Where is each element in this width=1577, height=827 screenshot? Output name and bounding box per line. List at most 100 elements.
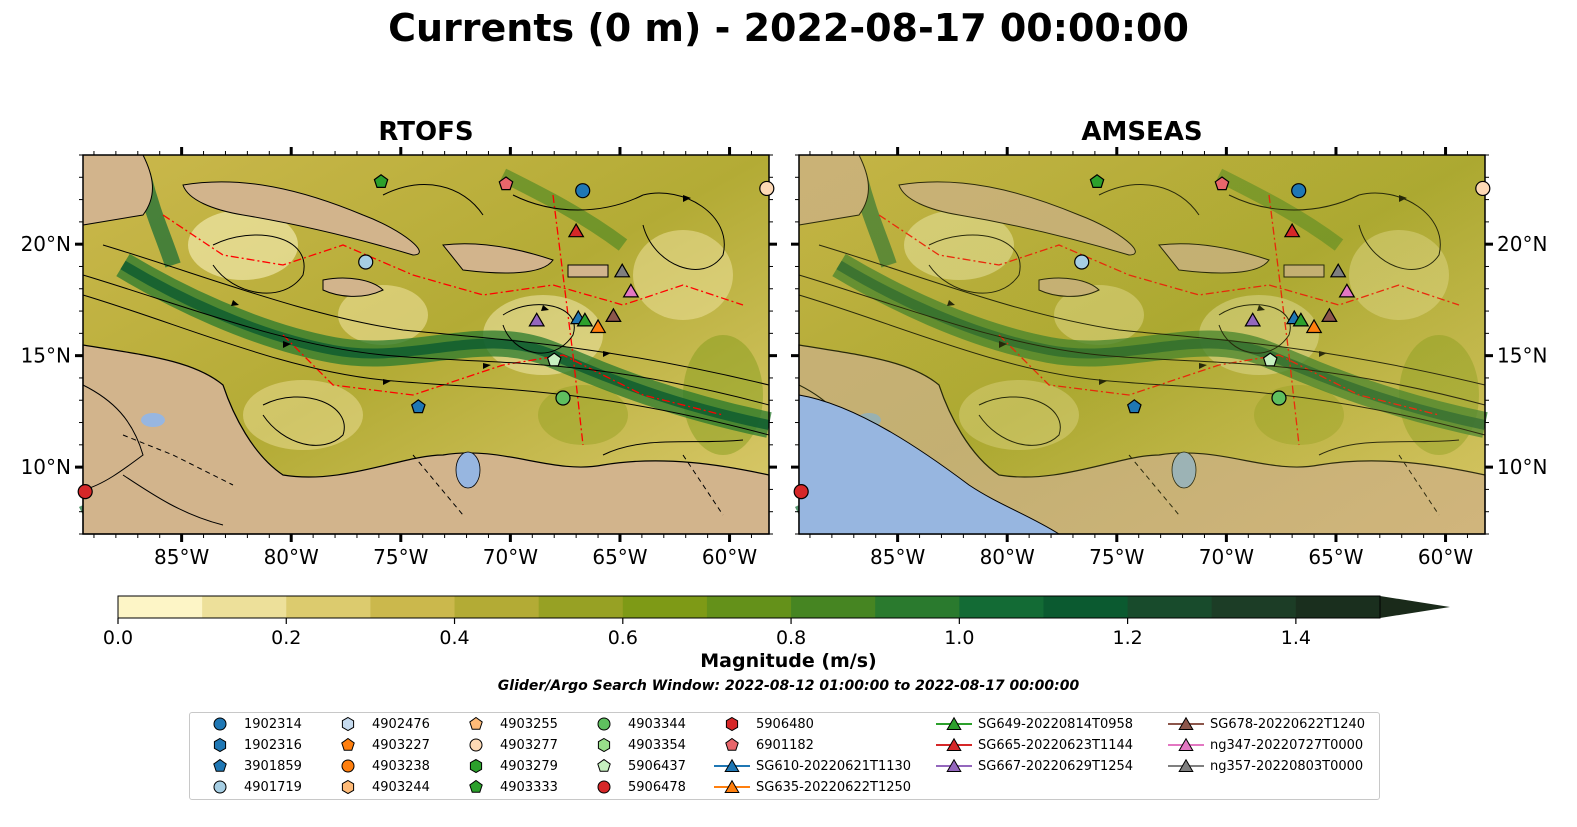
legend-label: 4903238 [372, 758, 430, 774]
legend-label: 4903354 [628, 737, 686, 753]
marker-ng357-20220803T0000 [1329, 262, 1347, 278]
colorbar-tick-label: 1.2 [1112, 627, 1142, 649]
marker-3901859 [410, 399, 426, 414]
x-tick-label: 70°W [1199, 545, 1254, 569]
legend-symbol [597, 780, 611, 794]
colorbar-swatch [791, 596, 876, 618]
legend-label: SG665-20220623T1144 [978, 737, 1134, 753]
marker-4903344 [555, 390, 571, 406]
map-figure: 85°W 80°W 75°W 70°W 65°W 60°W 10°N 15°N 20°N 85°… [21, 0, 1547, 569]
legend-symbol [597, 758, 611, 772]
legend-symbol [341, 779, 355, 795]
marker-6901182 [1214, 176, 1230, 191]
colorbar-tick-label: 0.0 [103, 627, 133, 649]
colorbar-swatch [202, 596, 287, 618]
legend-label: 4903344 [628, 716, 686, 732]
legend-symbol [1168, 737, 1204, 751]
marker-5906478 [77, 484, 93, 500]
legend-symbol [469, 738, 483, 752]
legend-label: 5906478 [628, 779, 686, 795]
y-tick-label: 20°N [21, 232, 71, 256]
legend-symbol [714, 779, 750, 793]
colorbar-swatch [370, 596, 456, 618]
legend-entry: 4903255 [456, 715, 558, 733]
marker-5906437 [1262, 352, 1278, 367]
legend-symbol [725, 737, 739, 751]
x-tick-label: 65°W [1308, 545, 1363, 569]
legend-label: SG667-20220629T1254 [978, 758, 1134, 774]
legend-symbol [341, 737, 355, 751]
colorbar-tick-label: 1.0 [944, 627, 974, 649]
legend-label: 4903244 [372, 779, 430, 795]
legend-entry: ng347-20220727T0000 [1166, 736, 1363, 754]
colorbar-tick-label: 0.8 [776, 627, 806, 649]
legend-entry: 1902314 [200, 715, 302, 733]
marker-4903344 [1271, 390, 1287, 406]
marker-SG667-20220629T1254 [528, 312, 546, 327]
colorbar-swatch [959, 596, 1044, 618]
x-tick-label: 70°W [483, 545, 538, 569]
marker-ng357-20220803T0000 [613, 262, 631, 278]
legend-entry: 4903238 [328, 757, 430, 775]
colorbar-label: Magnitude (m/s) [700, 650, 877, 672]
marker-SG635-20220622T1250 [589, 318, 607, 334]
colorbar-tick-label: 0.2 [271, 627, 301, 649]
y-tick-label: 15°N [1497, 344, 1547, 368]
legend-entry: 4901719 [200, 778, 302, 796]
legend-symbol [936, 737, 972, 751]
colorbar-tick-label: 1.4 [1281, 627, 1311, 649]
legend-label: 5906437 [628, 758, 686, 774]
colorbar: 0.0 0.2 0.4 0.6 0.8 1.0 1.2 1.4 [103, 595, 1450, 649]
legend-label: 4903277 [500, 737, 558, 753]
marker-1902314 [1291, 183, 1307, 199]
legend-symbol [1168, 716, 1204, 730]
legend-label: 4903279 [500, 758, 558, 774]
legend-label: 5906480 [756, 716, 814, 732]
legend-symbol [597, 737, 611, 753]
marker-5906437 [546, 352, 562, 367]
colorbar-swatch [1295, 596, 1381, 618]
x-tick-label: 85°W [154, 545, 209, 569]
legend-label: 4902476 [372, 716, 430, 732]
colorbar-swatch [622, 596, 708, 618]
legend-entry: 5906478 [584, 778, 686, 796]
legend-symbol [341, 716, 355, 732]
legend-symbol [1168, 758, 1204, 772]
legend-entry: 5906480 [712, 715, 814, 733]
colorbar-swatch [1043, 596, 1129, 618]
legend-label: 1902314 [244, 716, 302, 732]
x-tick-label: 80°W [264, 545, 319, 569]
y-tick-label: 10°N [21, 455, 71, 479]
markers-rtofs [77, 174, 775, 500]
legend-entry: 3901859 [200, 757, 302, 775]
colorbar-swatch [1127, 596, 1213, 618]
legend-label: SG678-20220622T1240 [1210, 716, 1366, 732]
colorbar-tick-label: 0.6 [608, 627, 638, 649]
legend-symbol [469, 716, 483, 730]
legend-entry: 4903277 [456, 736, 558, 754]
legend-label: ng357-20220803T0000 [1210, 758, 1364, 774]
marker-4903333 [1089, 174, 1105, 188]
colorbar-swatch [1211, 596, 1297, 618]
legend-symbol [469, 779, 483, 793]
legend-symbol [213, 780, 227, 794]
legend-symbol [936, 758, 972, 772]
colorbar-swatch [286, 596, 371, 618]
legend-entry: 1902316 [200, 736, 302, 754]
legend-symbol [213, 737, 227, 753]
legend-label: 4903333 [500, 779, 558, 795]
y-tick-label: 10°N [1497, 455, 1547, 479]
main-title: Currents (0 m) - 2022-08-17 00:00:00 [388, 6, 1189, 50]
legend-entry: SG649-20220814T0958 [934, 715, 1133, 733]
legend-label: 4903227 [372, 737, 430, 753]
marker-5906478 [793, 484, 809, 500]
y-tick-label: 15°N [21, 344, 71, 368]
legend-entry: SG667-20220629T1254 [934, 757, 1133, 775]
x-tick-label: 60°W [1418, 545, 1473, 569]
colorbar-tick-label: 0.4 [439, 627, 469, 649]
x-tick-label: 75°W [1089, 545, 1144, 569]
marker-1902314 [575, 183, 591, 199]
marker-SG678-20220622T1240 [1321, 307, 1338, 322]
legend-symbol [213, 758, 227, 772]
marker-6901182 [498, 176, 514, 191]
